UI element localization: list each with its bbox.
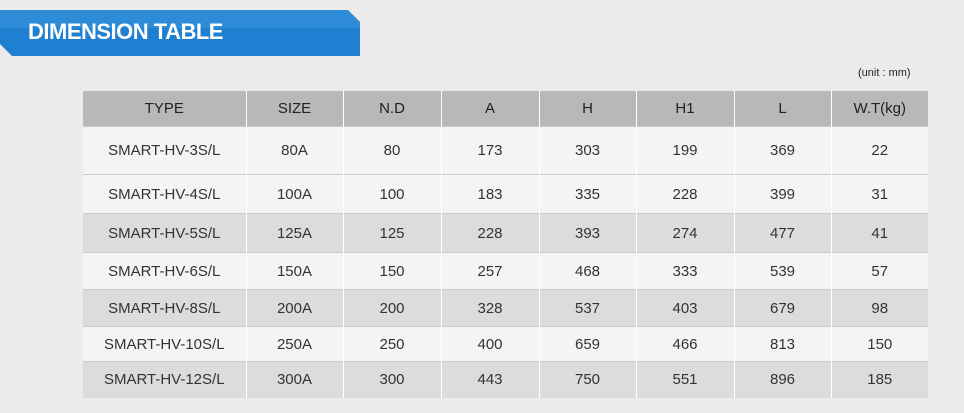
table-cell: 199 xyxy=(635,126,734,175)
table-cell: 328 xyxy=(440,289,539,327)
table-cell: SMART-HV-3S/L xyxy=(83,126,246,175)
table-cell: 813 xyxy=(733,326,831,362)
table-row: SMART-HV-8S/L 200A 200 328 537 403 679 98 xyxy=(83,289,928,327)
table-row: SMART-HV-12S/L 300A 300 443 750 551 896 185 xyxy=(83,361,928,398)
table-cell: 41 xyxy=(830,213,928,253)
table-cell: 400 xyxy=(440,326,539,362)
table-row: SMART-HV-6S/L 150A 150 257 468 333 539 57 xyxy=(83,252,928,290)
banner-highlight xyxy=(0,10,360,28)
table-cell: 200A xyxy=(245,289,343,327)
column-header: H xyxy=(538,91,636,127)
table-cell: 750 xyxy=(538,361,636,398)
table-cell: 228 xyxy=(440,213,539,253)
table-cell: 100A xyxy=(245,174,343,214)
table-row: SMART-HV-3S/L 80A 80 173 303 199 369 22 xyxy=(83,126,928,175)
table-cell: 539 xyxy=(733,252,831,290)
table-cell: 477 xyxy=(733,213,831,253)
table-cell: 22 xyxy=(830,126,928,175)
table-cell: 393 xyxy=(538,213,636,253)
column-header: TYPE xyxy=(83,91,246,127)
table-cell: 250A xyxy=(245,326,343,362)
table-row: SMART-HV-4S/L 100A 100 183 335 228 399 31 xyxy=(83,174,928,214)
column-header: L xyxy=(733,91,831,127)
table-cell: 300A xyxy=(245,361,343,398)
column-header: A xyxy=(440,91,539,127)
table-cell: 443 xyxy=(440,361,539,398)
table-cell: 173 xyxy=(440,126,539,175)
table-cell: 403 xyxy=(635,289,734,327)
banner xyxy=(0,10,360,56)
table-cell: 31 xyxy=(830,174,928,214)
column-header: SIZE xyxy=(245,91,343,127)
table-cell: SMART-HV-10S/L xyxy=(83,326,246,362)
table-cell: 333 xyxy=(635,252,734,290)
table-cell: SMART-HV-4S/L xyxy=(83,174,246,214)
header-row: TYPE SIZE N.D A H H1 L W.T(kg) xyxy=(83,91,928,127)
dimension-table: TYPE SIZE N.D A H H1 L W.T(kg) SMART-HV-3S/L 80A… xyxy=(83,91,928,398)
table-cell: 150 xyxy=(342,252,441,290)
table-cell: 896 xyxy=(733,361,831,398)
table-cell: SMART-HV-12S/L xyxy=(83,361,246,398)
table-cell: 125 xyxy=(342,213,441,253)
table-cell: 228 xyxy=(635,174,734,214)
table-cell: 183 xyxy=(440,174,539,214)
table-cell: 466 xyxy=(635,326,734,362)
table-cell: 537 xyxy=(538,289,636,327)
table-cell: 250 xyxy=(342,326,441,362)
table-cell: 150 xyxy=(830,326,928,362)
table-cell: 659 xyxy=(538,326,636,362)
column-header: W.T(kg) xyxy=(830,91,928,127)
unit-note: (unit : mm) xyxy=(858,67,911,79)
table-cell: SMART-HV-8S/L xyxy=(83,289,246,327)
table-cell: 98 xyxy=(830,289,928,327)
table-cell: 200 xyxy=(342,289,441,327)
title: DIMENSION TABLE xyxy=(28,19,223,44)
table-cell: 303 xyxy=(538,126,636,175)
table-cell: 399 xyxy=(733,174,831,214)
table-cell: 335 xyxy=(538,174,636,214)
table-cell: 100 xyxy=(342,174,441,214)
column-header: N.D xyxy=(342,91,441,127)
table-cell: 369 xyxy=(733,126,831,175)
table-cell: 679 xyxy=(733,289,831,327)
table-cell: SMART-HV-5S/L xyxy=(83,213,246,253)
table-cell: 257 xyxy=(440,252,539,290)
table-row: SMART-HV-10S/L 250A 250 400 659 466 813 150 xyxy=(83,326,928,362)
table-cell: 80A xyxy=(245,126,343,175)
column-header: H1 xyxy=(635,91,734,127)
table-cell: 125A xyxy=(245,213,343,253)
table-cell: 57 xyxy=(830,252,928,290)
table-row: SMART-HV-5S/L 125A 125 228 393 274 477 41 xyxy=(83,213,928,253)
table-cell: 80 xyxy=(342,126,441,175)
table-cell: 300 xyxy=(342,361,441,398)
table-cell: SMART-HV-6S/L xyxy=(83,252,246,290)
table-cell: 274 xyxy=(635,213,734,253)
table-cell: 150A xyxy=(245,252,343,290)
table-cell: 551 xyxy=(635,361,734,398)
table-cell: 468 xyxy=(538,252,636,290)
table-cell: 185 xyxy=(830,361,928,398)
